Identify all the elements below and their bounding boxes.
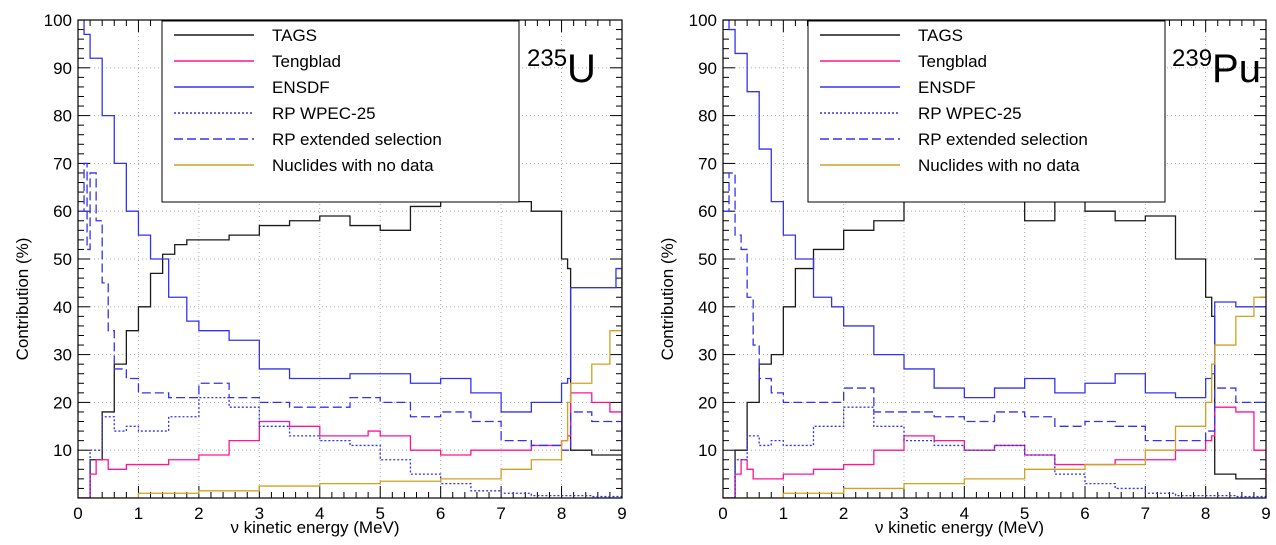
series-line-rp-extended-selection [723, 172, 1266, 442]
x-tick-label: 2 [194, 504, 203, 523]
chart-panel-2: 0 1 2 3 4 5 6 7 8 9 10 20 30 40 50 60 70 80 90 100 ν kinetic… [658, 11, 1271, 537]
x-tick-label: 9 [1261, 504, 1270, 523]
x-tick-label: 4 [315, 504, 324, 523]
legend-entry: ENSDF [272, 78, 330, 97]
legend: TAGS Tengblad ENSDF RP WPEC-25 RP extended s… [807, 20, 1166, 203]
y-tick-label: 60 [53, 202, 72, 221]
x-tick-label: 3 [255, 504, 264, 523]
plot-frame [722, 19, 1267, 499]
x-tick-label: 4 [960, 504, 969, 523]
isotope-mass-number: 239 [1172, 45, 1212, 72]
y-tick-label: 10 [53, 441, 72, 460]
x-tick-label: 6 [436, 504, 445, 523]
series-line-tengblad [723, 406, 1266, 498]
series-group [78, 20, 622, 498]
x-tick-label: 8 [557, 504, 566, 523]
series-line-rp-extended-selection [78, 162, 622, 451]
x-tick-label: 1 [134, 504, 143, 523]
x-tick-label: 5 [1020, 504, 1029, 523]
legend: TAGS Tengblad ENSDF RP WPEC-25 RP extended s… [161, 20, 520, 203]
x-tick-label: 9 [617, 504, 626, 523]
legend-entry: Nuclides with no data [272, 156, 434, 175]
y-tick-label: 40 [698, 298, 717, 317]
legend-entry: Nuclides with no data [918, 156, 1080, 175]
x-tick-label: 8 [1201, 504, 1210, 523]
y-axis-title: Contribution (%) [658, 238, 677, 361]
legend-entry: ENSDF [918, 78, 976, 97]
y-tick-label: 80 [53, 107, 72, 126]
series-line-rp-wpec-25 [78, 396, 622, 498]
x-tick-label: 5 [375, 504, 384, 523]
legend-entry: RP WPEC-25 [918, 104, 1022, 123]
series-line-tags [723, 191, 1266, 498]
isotope-label: 235U [527, 45, 596, 91]
y-tick-label: 80 [698, 107, 717, 126]
y-tick-label: 20 [53, 393, 72, 412]
y-tick-label: 20 [698, 393, 717, 412]
y-tick-label: 100 [44, 11, 72, 30]
series-line-tags [78, 181, 622, 498]
series-line-ensdf [78, 20, 622, 441]
legend-entry: Tengblad [272, 52, 341, 71]
legend-entry: TAGS [918, 26, 963, 45]
legend-entry: RP extended selection [918, 130, 1088, 149]
legend-entry: Tengblad [918, 52, 987, 71]
series-line-ensdf [723, 20, 1266, 399]
x-axis-title: ν kinetic energy (MeV) [875, 518, 1044, 537]
series-line-nuclides-with-no-data [78, 254, 622, 498]
x-tick-label: 7 [496, 504, 505, 523]
legend-box [807, 20, 1166, 203]
y-tick-label: 60 [698, 202, 717, 221]
series-line-rp-wpec-25 [723, 406, 1266, 498]
legend-entry: TAGS [272, 26, 317, 45]
y-tick-label: 50 [53, 250, 72, 269]
y-tick-label: 40 [53, 298, 72, 317]
y-tick-label: 30 [53, 346, 72, 365]
x-tick-label: 1 [779, 504, 788, 523]
isotope-symbol: U [567, 47, 596, 91]
isotope-symbol: Pu [1212, 47, 1261, 91]
legend-entry: RP WPEC-25 [272, 104, 376, 123]
y-tick-label: 70 [698, 154, 717, 173]
isotope-label: 239Pu [1172, 45, 1261, 91]
y-tick-label: 10 [698, 441, 717, 460]
x-tick-label: 7 [1141, 504, 1150, 523]
series-line-nuclides-with-no-data [723, 182, 1266, 498]
y-tick-label: 70 [53, 154, 72, 173]
plot-frame [77, 19, 623, 499]
y-tick-label: 90 [698, 59, 717, 78]
legend-box [161, 20, 520, 203]
isotope-mass-number: 235 [527, 45, 567, 72]
x-tick-label: 6 [1080, 504, 1089, 523]
legend-entry: RP extended selection [272, 130, 442, 149]
y-tick-label: 50 [698, 250, 717, 269]
x-tick-label: 0 [73, 504, 82, 523]
y-tick-label: 100 [689, 11, 717, 30]
y-tick-label: 30 [698, 346, 717, 365]
y-tick-label: 90 [53, 59, 72, 78]
x-axis-title: ν kinetic energy (MeV) [230, 518, 399, 537]
x-tick-label: 0 [718, 504, 727, 523]
x-tick-label: 3 [899, 504, 908, 523]
y-axis-title: Contribution (%) [13, 238, 32, 361]
chart-panel-1: 0 1 2 3 4 5 6 7 8 9 10 20 30 40 50 60 70 80 90 100 ν kinetic… [13, 11, 627, 537]
x-tick-label: 2 [839, 504, 848, 523]
